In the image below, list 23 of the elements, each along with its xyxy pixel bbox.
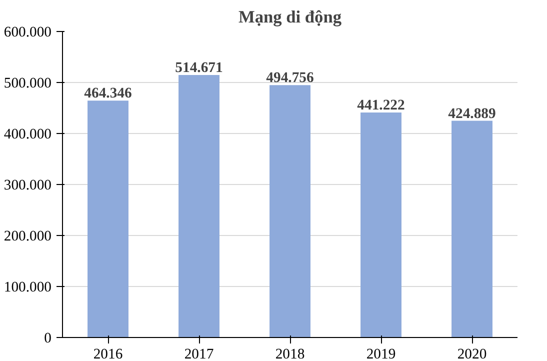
data-label: 441.222 [357, 97, 405, 114]
data-label: 494.756 [266, 70, 314, 86]
y-tick-label: 0 [44, 330, 52, 346]
x-tick-label: 2016 [93, 346, 123, 361]
chart-title: Mạng di động [238, 8, 342, 26]
data-label: 424.889 [448, 106, 496, 122]
x-tick-label: 2018 [275, 346, 305, 361]
data-label: 464.346 [84, 86, 132, 102]
bar [270, 85, 310, 338]
bar [360, 112, 402, 338]
bar [88, 100, 128, 338]
bar [452, 120, 492, 338]
x-tick-label: 2019 [366, 346, 396, 361]
y-tick-label: 300.000 [4, 178, 52, 194]
y-tick-label: 200.000 [4, 228, 52, 244]
y-tick-label: 600.000 [4, 24, 52, 40]
x-tick-label: 2017 [184, 346, 214, 361]
data-label: 514.671 [175, 60, 223, 76]
y-tick-label: 400.000 [4, 126, 52, 142]
y-tick-label: 500.000 [4, 76, 52, 92]
x-tick-label: 2020 [457, 346, 487, 361]
y-tick-label: 100.000 [4, 280, 52, 296]
bar [178, 75, 220, 338]
